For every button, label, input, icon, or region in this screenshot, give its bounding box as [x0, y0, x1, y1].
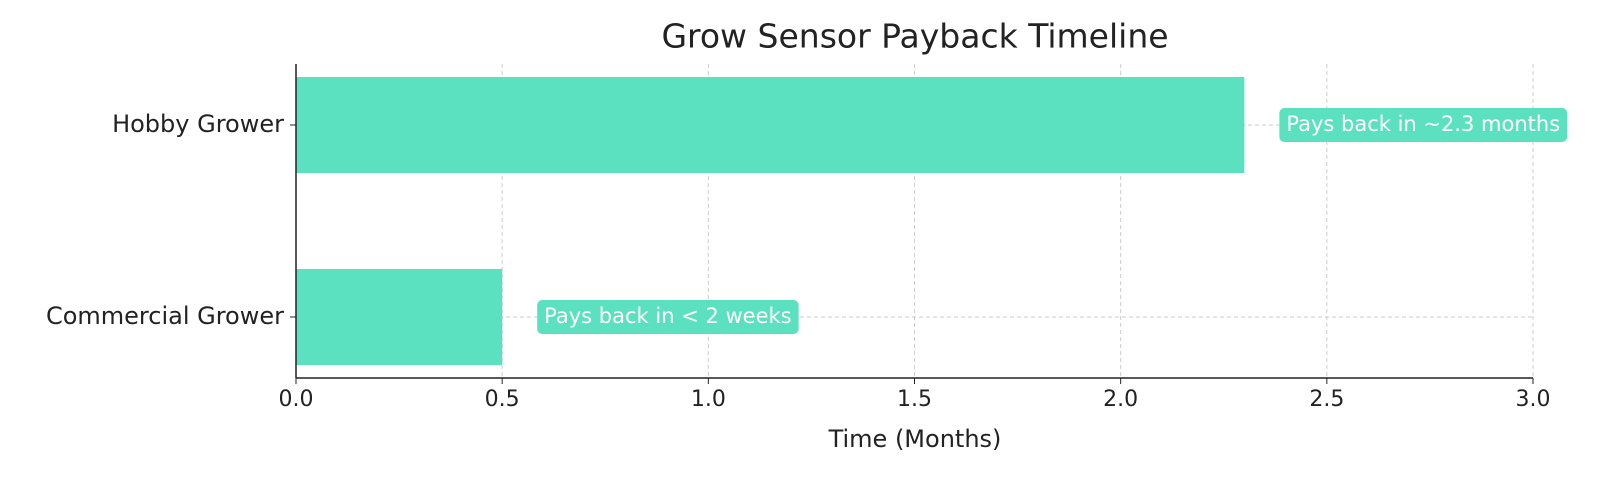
annotation: Pays back in ~2.3 months — [1286, 112, 1560, 136]
annotation-box — [1279, 108, 1568, 142]
x-tick-label: 3.0 — [1516, 387, 1551, 412]
y-tick-label: Hobby Grower — [112, 110, 284, 138]
annotation: Pays back in < 2 weeks — [544, 304, 791, 328]
x-tick-label: 2.0 — [1103, 387, 1138, 412]
x-tick-label: 0.5 — [485, 387, 520, 412]
x-axis-label: Time (Months) — [828, 425, 1002, 453]
x-tick-label: 1.0 — [691, 387, 726, 412]
bar — [296, 77, 1245, 173]
x-tick-label: 1.5 — [897, 387, 932, 412]
x-tick-label: 0.0 — [279, 387, 314, 412]
annotation-box — [537, 300, 799, 334]
chart-title: Grow Sensor Payback Timeline — [661, 17, 1168, 56]
bar — [296, 269, 503, 365]
x-tick-label: 2.5 — [1309, 387, 1344, 412]
y-tick-label: Commercial Grower — [46, 302, 284, 330]
